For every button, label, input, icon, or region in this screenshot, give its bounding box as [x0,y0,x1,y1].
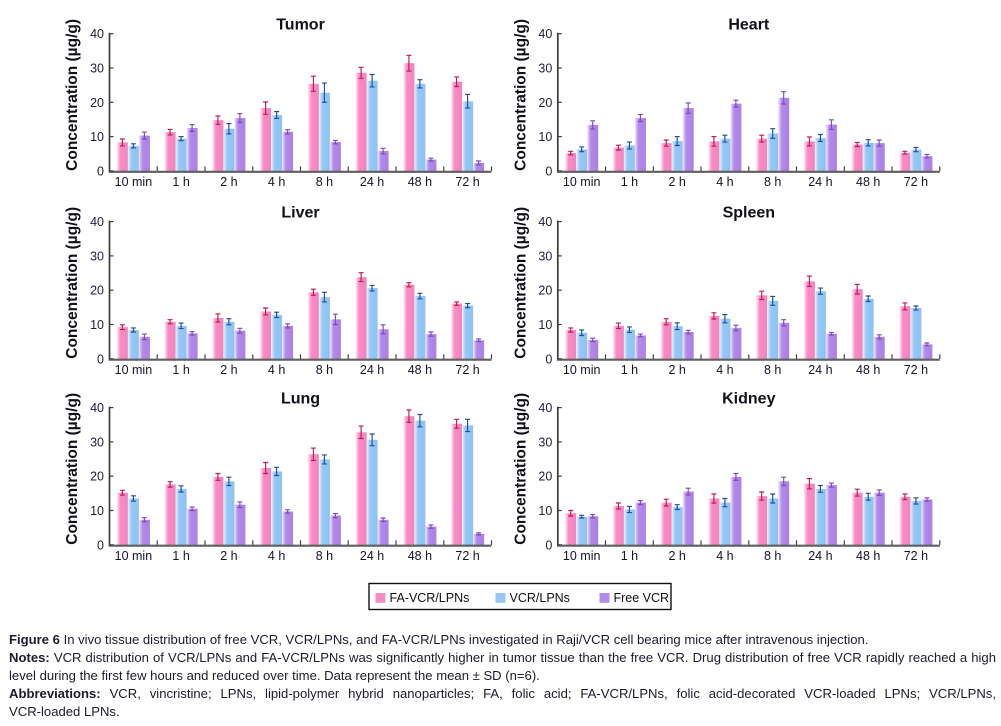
svg-text:Free VCR: Free VCR [614,591,670,605]
svg-text:24 h: 24 h [360,175,384,189]
svg-text:20: 20 [538,96,552,110]
svg-text:0: 0 [97,538,104,552]
svg-text:24 h: 24 h [808,175,832,189]
svg-text:2 h: 2 h [669,175,686,189]
svg-text:VCR/LPNs: VCR/LPNs [510,591,570,605]
svg-text:40: 40 [90,215,104,229]
svg-text:4 h: 4 h [716,363,733,377]
svg-text:Concentration (µg/g): Concentration (µg/g) [512,19,529,171]
svg-text:10 min: 10 min [563,175,601,189]
svg-text:40: 40 [538,27,552,41]
svg-text:40: 40 [90,401,104,415]
svg-text:1 h: 1 h [621,549,638,563]
svg-text:Concentration (µg/g): Concentration (µg/g) [64,207,81,359]
svg-text:72 h: 72 h [904,175,928,189]
svg-text:30: 30 [90,435,104,449]
svg-text:30: 30 [538,62,552,76]
svg-text:0: 0 [97,352,104,366]
svg-text:Heart: Heart [728,16,770,33]
svg-text:24 h: 24 h [360,363,384,377]
svg-text:4 h: 4 h [716,175,733,189]
svg-text:30: 30 [538,249,552,263]
svg-text:48 h: 48 h [856,549,880,563]
svg-text:Lung: Lung [281,390,320,407]
svg-text:24 h: 24 h [808,363,832,377]
svg-text:10 min: 10 min [115,549,153,563]
svg-text:10: 10 [538,318,552,332]
svg-text:1 h: 1 h [172,175,189,189]
svg-text:4 h: 4 h [268,549,285,563]
svg-text:10: 10 [538,130,552,144]
svg-text:Concentration (µg/g): Concentration (µg/g) [512,393,529,545]
svg-text:2 h: 2 h [669,549,686,563]
svg-text:40: 40 [90,27,104,41]
svg-text:24 h: 24 h [360,549,384,563]
svg-text:Concentration (µg/g): Concentration (µg/g) [64,393,81,545]
svg-text:10 min: 10 min [115,363,153,377]
svg-text:0: 0 [97,164,104,178]
svg-text:20: 20 [90,284,104,298]
svg-text:0: 0 [545,538,552,552]
svg-text:72 h: 72 h [904,549,928,563]
svg-text:20: 20 [90,470,104,484]
svg-text:72 h: 72 h [455,363,479,377]
svg-text:10: 10 [90,130,104,144]
svg-text:8 h: 8 h [764,549,781,563]
svg-text:1 h: 1 h [172,363,189,377]
svg-text:8 h: 8 h [316,549,333,563]
svg-text:48 h: 48 h [856,363,880,377]
svg-text:Concentration (µg/g): Concentration (µg/g) [64,19,81,171]
svg-text:4 h: 4 h [268,363,285,377]
svg-text:1 h: 1 h [621,175,638,189]
svg-text:30: 30 [90,249,104,263]
svg-text:10: 10 [538,504,552,518]
svg-text:Kidney: Kidney [722,390,775,407]
svg-text:Concentration (µg/g): Concentration (µg/g) [512,207,529,359]
svg-text:20: 20 [538,470,552,484]
svg-text:1 h: 1 h [621,363,638,377]
svg-text:30: 30 [90,62,104,76]
svg-text:2 h: 2 h [220,549,237,563]
svg-text:0: 0 [545,352,552,366]
svg-text:4 h: 4 h [268,175,285,189]
svg-text:48 h: 48 h [408,175,432,189]
svg-text:0: 0 [545,164,552,178]
svg-text:Liver: Liver [281,204,319,221]
svg-text:40: 40 [538,215,552,229]
svg-text:Tumor: Tumor [276,16,325,33]
svg-text:10 min: 10 min [563,363,601,377]
svg-text:10 min: 10 min [563,549,601,563]
svg-text:2 h: 2 h [220,363,237,377]
svg-text:20: 20 [90,96,104,110]
svg-text:8 h: 8 h [764,175,781,189]
svg-text:72 h: 72 h [904,363,928,377]
svg-text:72 h: 72 h [455,175,479,189]
svg-text:10 min: 10 min [115,175,153,189]
svg-text:10: 10 [90,504,104,518]
svg-text:48 h: 48 h [408,549,432,563]
svg-text:Spleen: Spleen [723,204,775,221]
svg-text:2 h: 2 h [669,363,686,377]
svg-text:72 h: 72 h [455,549,479,563]
svg-text:8 h: 8 h [316,363,333,377]
svg-text:48 h: 48 h [856,175,880,189]
svg-text:30: 30 [538,435,552,449]
svg-text:FA-VCR/LPNs: FA-VCR/LPNs [390,591,470,605]
svg-text:2 h: 2 h [220,175,237,189]
svg-text:4 h: 4 h [716,549,733,563]
svg-text:1 h: 1 h [172,549,189,563]
svg-text:40: 40 [538,401,552,415]
svg-text:24 h: 24 h [808,549,832,563]
svg-text:20: 20 [538,284,552,298]
svg-text:10: 10 [90,318,104,332]
svg-text:8 h: 8 h [316,175,333,189]
svg-text:8 h: 8 h [764,363,781,377]
svg-text:48 h: 48 h [408,363,432,377]
